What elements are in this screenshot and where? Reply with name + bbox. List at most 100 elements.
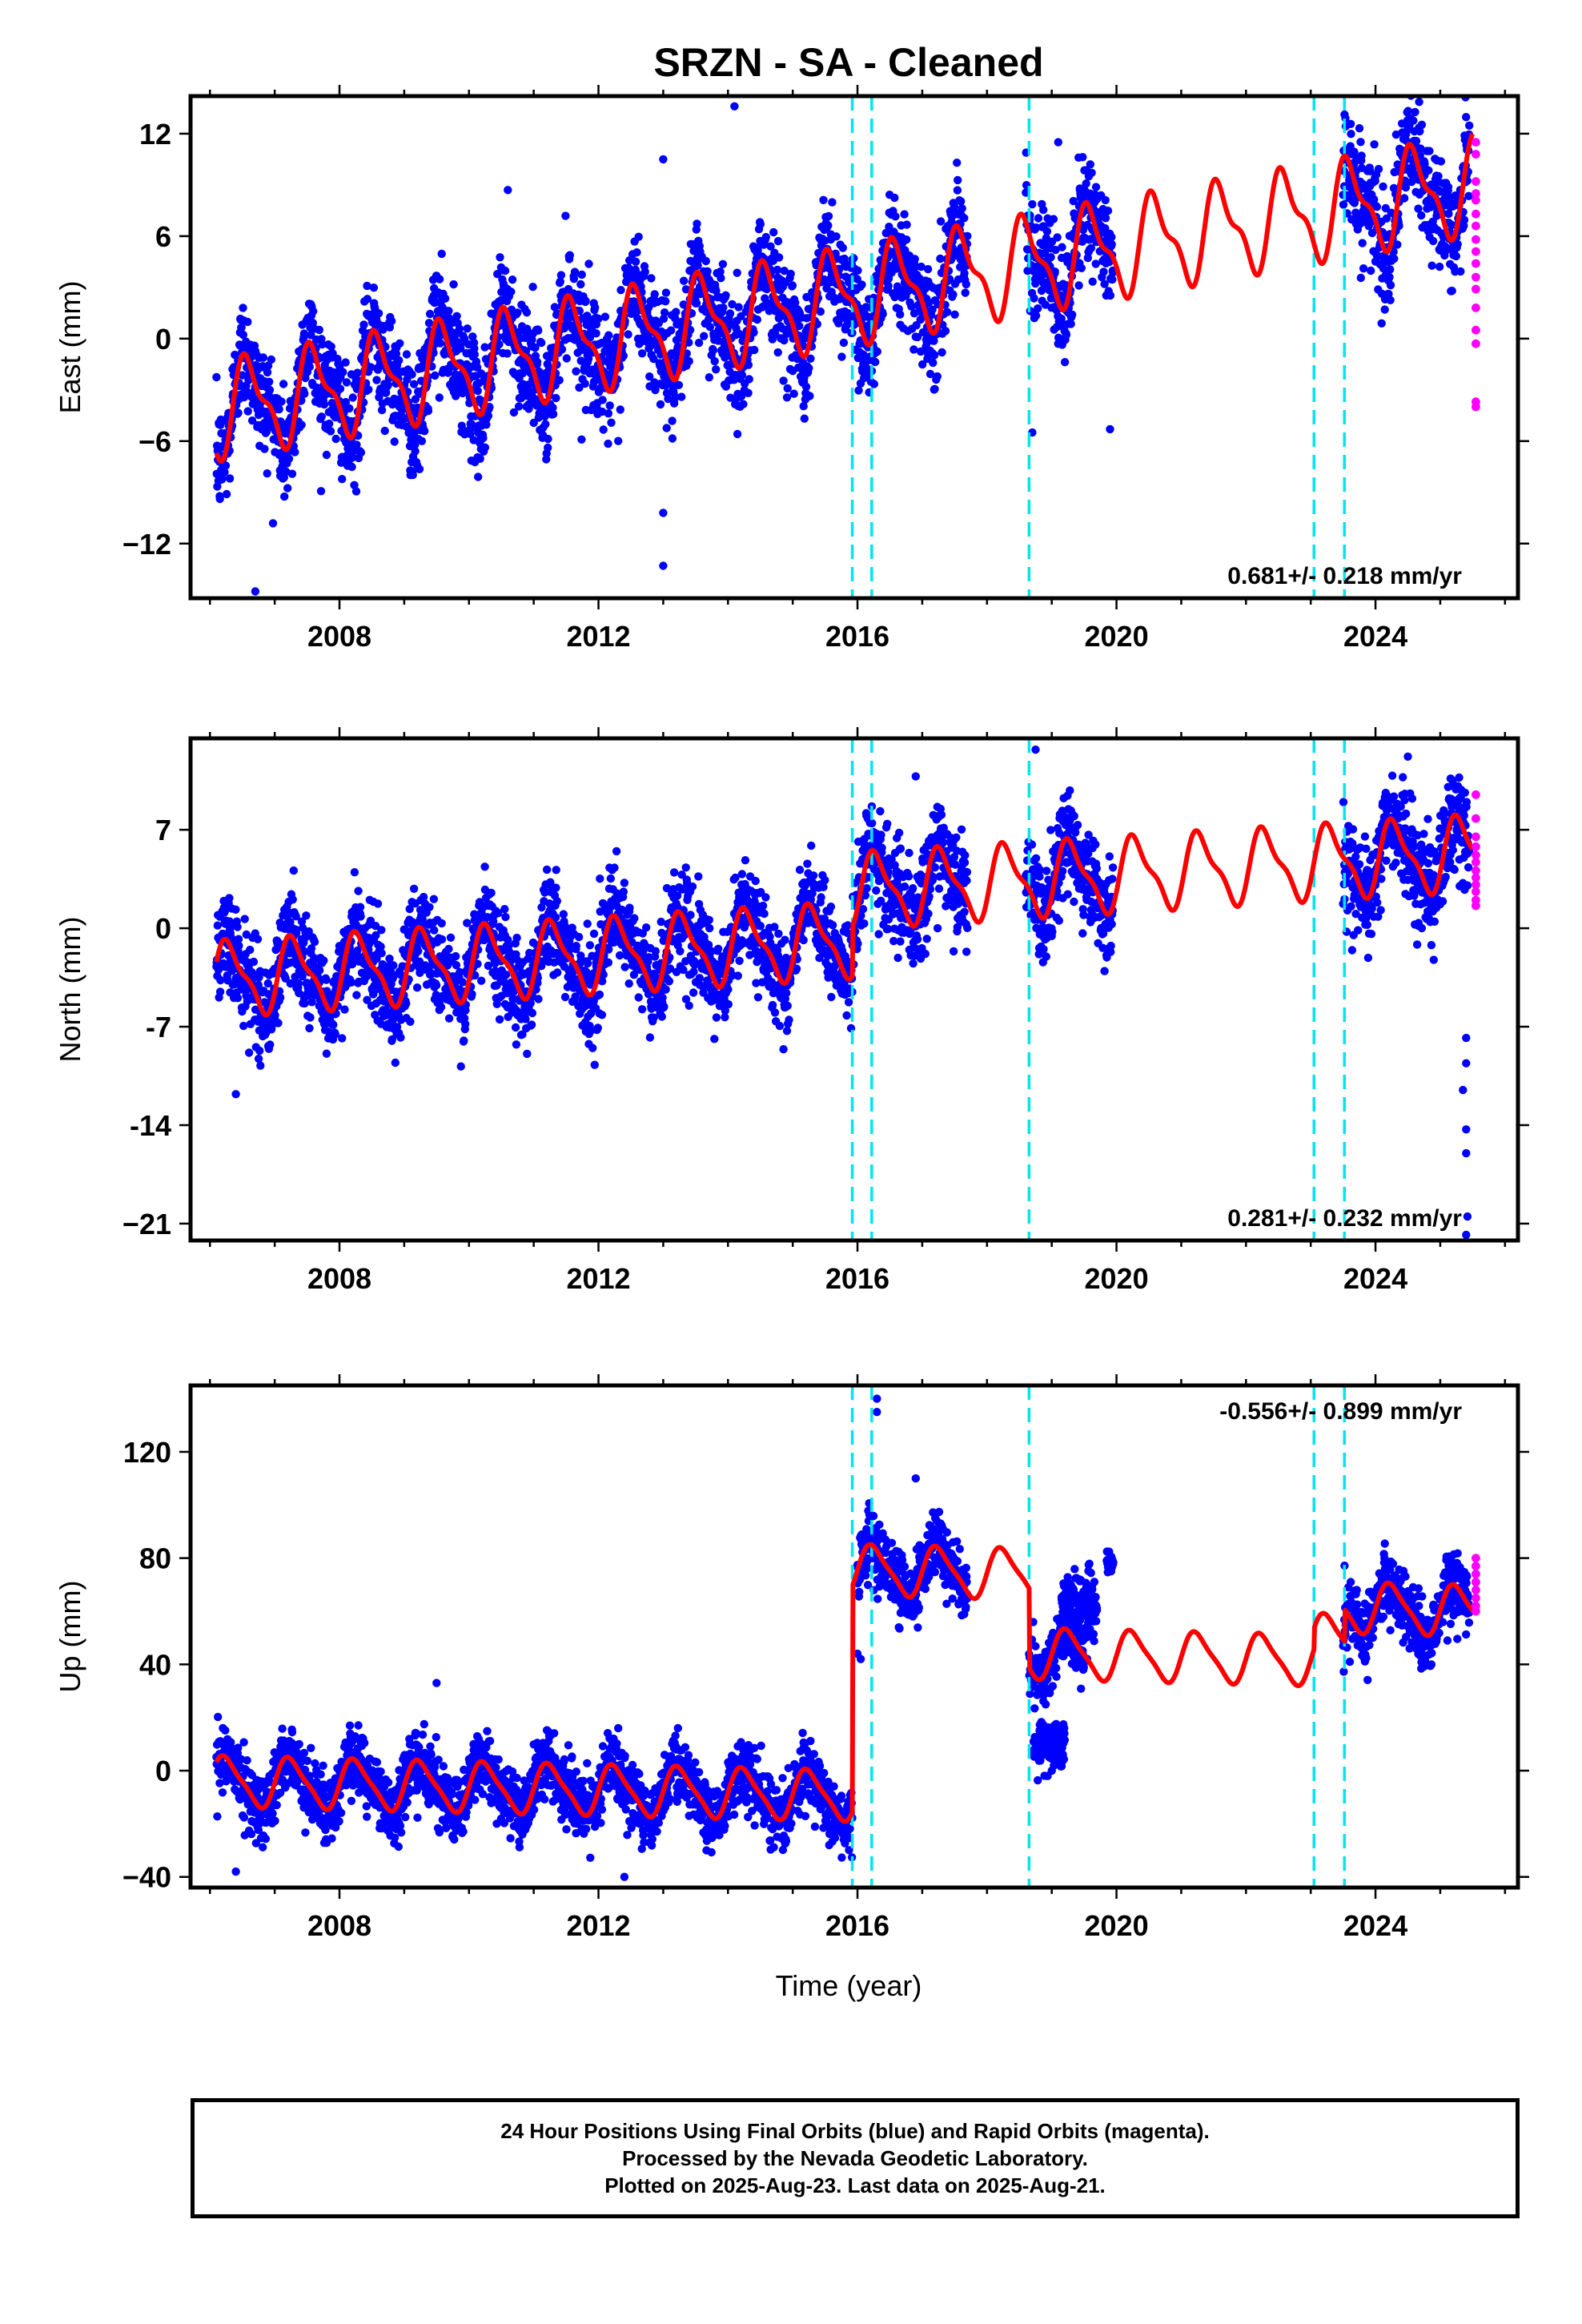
north-point-481 — [352, 991, 361, 999]
east-point-1253 — [577, 435, 586, 444]
east-point-506 — [359, 320, 368, 329]
east-point-626 — [395, 356, 404, 365]
north-point-1400 — [620, 879, 629, 887]
east-point-3294 — [1460, 215, 1469, 224]
east-point-2879 — [1339, 200, 1348, 209]
east-point-244 — [283, 484, 292, 493]
east-point-1165 — [552, 393, 560, 403]
east-point-1471 — [640, 267, 649, 276]
east-point-2985 — [1370, 140, 1379, 149]
east-point-2015 — [799, 402, 808, 411]
east-point-750 — [431, 371, 440, 380]
east-rapid-point-2 — [1472, 177, 1480, 187]
east-point-2215 — [857, 280, 866, 289]
east-point-540 — [369, 283, 379, 292]
north-point-184 — [266, 1040, 275, 1049]
east-point-1685 — [703, 267, 712, 275]
north-point-495 — [356, 912, 365, 921]
north-point-854 — [461, 1019, 470, 1029]
east-point-1439 — [631, 257, 640, 266]
east-point-611 — [390, 437, 399, 446]
east-point-2700 — [1057, 314, 1066, 324]
east-point-1788 — [733, 429, 742, 439]
east-point-425 — [335, 384, 345, 393]
north-point-821 — [452, 951, 460, 961]
east-point-363 — [318, 340, 327, 349]
north-point-303 — [300, 999, 309, 1008]
north-point-823 — [452, 961, 461, 970]
east-point-766 — [435, 275, 444, 283]
east-point-2651 — [1042, 227, 1052, 236]
east-point-2860 — [1103, 207, 1113, 215]
north-point-567 — [377, 949, 386, 958]
east-point-1787 — [733, 268, 741, 277]
east-point-2450 — [926, 369, 935, 379]
east-point-1016 — [508, 275, 517, 284]
east-point-1763 — [725, 309, 735, 318]
north-point-1366 — [610, 863, 619, 872]
east-point-973 — [496, 253, 504, 262]
north-point-148 — [255, 1046, 264, 1055]
north-point-300 — [299, 947, 308, 955]
east-point-2369 — [902, 220, 911, 229]
east-point-2741 — [1069, 196, 1078, 206]
east-point-3021 — [1380, 305, 1389, 314]
east-point-1234 — [572, 367, 580, 376]
east-point-2733 — [1066, 320, 1075, 328]
east-point-2785 — [1082, 179, 1090, 188]
north-point-72 — [233, 923, 242, 931]
east-point-3300 — [1462, 113, 1471, 122]
east-point-353 — [315, 325, 323, 335]
east-point-595 — [385, 323, 395, 332]
east-point-1902 — [766, 242, 775, 251]
east-point-1129 — [541, 420, 550, 428]
east-point-3214 — [1436, 157, 1446, 166]
north-point-77 — [235, 941, 243, 951]
north-point-1296 — [589, 929, 599, 939]
north-point-401 — [329, 1020, 338, 1029]
east-point-2934 — [1355, 124, 1364, 133]
east-point-2113 — [828, 198, 837, 207]
east-point-1856 — [753, 315, 761, 324]
east-point-617 — [391, 349, 401, 358]
east-point-2577 — [963, 231, 972, 240]
north-point-145 — [254, 1054, 263, 1063]
east-point-683 — [411, 395, 420, 404]
east-point-392 — [326, 427, 335, 436]
north-point-328 — [307, 998, 316, 1007]
east-point-2799 — [1086, 160, 1095, 169]
north-point-731 — [425, 903, 434, 912]
east-point-1137 — [544, 443, 552, 452]
east-point-89 — [238, 371, 247, 380]
east-point-2327 — [890, 193, 899, 203]
east-point-3000 — [1374, 164, 1383, 174]
east-xtick-label-2: 2016 — [825, 620, 889, 653]
east-point-35 — [222, 489, 231, 499]
east-rapid-point-9 — [1472, 272, 1480, 282]
east-point-2872 — [1107, 232, 1116, 242]
east-point-3015 — [1379, 182, 1387, 191]
north-point-317 — [304, 927, 313, 936]
east-point-107 — [243, 317, 252, 327]
east-point-324 — [307, 331, 315, 340]
east-point-578 — [380, 426, 389, 436]
east-point-2804 — [1087, 168, 1096, 177]
north-point-1475 — [642, 923, 651, 932]
north-point-1536 — [660, 1002, 669, 1011]
north-point-1082 — [527, 1020, 536, 1029]
east-point-1770 — [728, 300, 737, 309]
east-point-1826 — [744, 360, 753, 369]
east-rapid-orbit-points — [1472, 138, 1480, 412]
east-point-2257 — [869, 380, 879, 388]
east-point-3209 — [1435, 262, 1444, 271]
east-point-292 — [297, 420, 306, 429]
east-point-2848 — [1100, 279, 1109, 288]
east-point-2534 — [950, 310, 959, 319]
east-point-2904 — [1346, 119, 1355, 128]
north-point-994 — [501, 971, 511, 979]
north-point-972 — [495, 1015, 504, 1024]
east-point-92 — [239, 330, 247, 340]
north-point-849 — [460, 1036, 468, 1045]
east-point-466 — [347, 453, 357, 462]
east-point-530 — [367, 363, 375, 372]
